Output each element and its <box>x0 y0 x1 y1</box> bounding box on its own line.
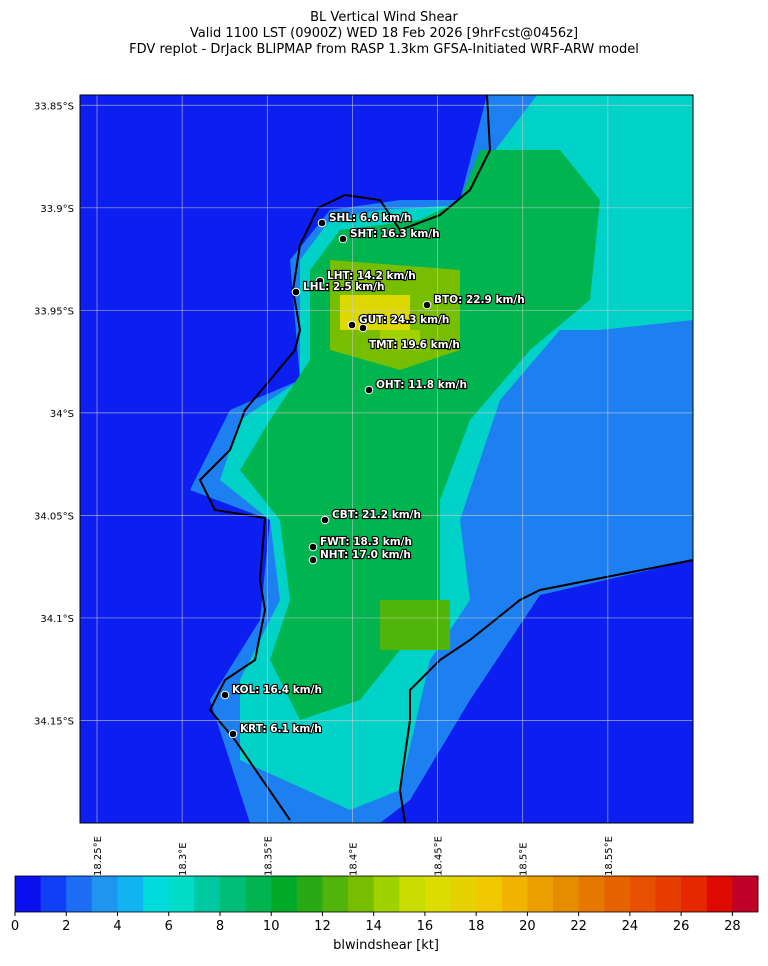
colorbar-tick-label: 8 <box>216 919 224 934</box>
colorbar-tick-label: 6 <box>165 919 173 934</box>
colorbar-swatch <box>450 876 477 912</box>
y-tick-label: 34°S <box>50 409 74 420</box>
colorbar-tick-label: 22 <box>570 919 587 934</box>
colorbar-swatch <box>348 876 375 912</box>
colorbar-tick-label: 28 <box>724 919 741 934</box>
title-line: FDV replot - DrJack BLIPMAP from RASP 1.… <box>129 42 639 57</box>
y-tick-label: 33.85°S <box>34 101 74 112</box>
colorbar-swatch <box>322 876 349 912</box>
colorbar-swatch <box>15 876 42 912</box>
colorbar-swatch <box>655 876 682 912</box>
x-tick-label: 18.25°E <box>93 836 104 876</box>
colorbar-swatch <box>501 876 528 912</box>
colorbar-swatch <box>194 876 221 912</box>
colorbar-swatch <box>91 876 118 912</box>
station-label: OHT: 11.8 km/h <box>376 379 467 391</box>
station-label: FWT: 18.3 km/h <box>320 536 412 548</box>
colorbar-tick-label: 4 <box>113 919 121 934</box>
map-grid <box>80 95 693 823</box>
station-label: SHT: 16.3 km/h <box>350 228 440 240</box>
colorbar-swatch <box>117 876 144 912</box>
station-marker <box>422 300 432 310</box>
colorbar-swatch <box>245 876 272 912</box>
colorbar-swatch <box>271 876 298 912</box>
x-tick-label: 18.35°E <box>263 836 274 876</box>
colorbar-swatch <box>732 876 759 912</box>
station-label: LHT: 14.2 km/h <box>327 270 416 282</box>
colorbar-swatch <box>373 876 400 912</box>
colorbar-tick-label: 10 <box>263 919 280 934</box>
station-label: KOL: 16.4 km/h <box>232 684 322 696</box>
colorbar-swatch <box>66 876 93 912</box>
colorbar-swatch <box>399 876 426 912</box>
colorbar-swatch <box>706 876 733 912</box>
x-tick-label: 18.4°E <box>348 842 359 876</box>
y-tick-label: 34.05°S <box>34 511 74 522</box>
colorbar-frame <box>14 875 759 913</box>
colorbar-tick-label: 12 <box>314 919 331 934</box>
station-marker <box>308 555 318 565</box>
station-label: GUT: 24.3 km/h <box>359 314 449 326</box>
colorbar-swatch <box>553 876 580 912</box>
station-marker <box>358 323 368 333</box>
colorbar-tick-label: 24 <box>622 919 639 934</box>
colorbar-label: blwindshear [kt] <box>333 938 439 953</box>
colorbar-tick-label: 18 <box>468 919 485 934</box>
title-line: BL Vertical Wind Shear <box>310 10 458 25</box>
colorbar-tick-label: 14 <box>365 919 382 934</box>
colorbar-swatch <box>168 876 195 912</box>
colorbar-tick-label: 26 <box>673 919 690 934</box>
station-marker <box>320 515 330 525</box>
station-label: BTO: 22.9 km/h <box>434 294 525 306</box>
station-marker <box>291 287 301 297</box>
colorbar-swatch <box>296 876 323 912</box>
station-marker <box>338 234 348 244</box>
y-tick-label: 34.1°S <box>40 614 74 625</box>
map-frame <box>79 94 694 824</box>
x-tick-label: 18.5°E <box>519 842 530 876</box>
station-label: LHL: 2.5 km/h <box>303 281 385 293</box>
x-tick-label: 18.55°E <box>604 836 615 876</box>
stations: SHL: 6.6 km/h SHT: 16.3 km/h LHT: 14.2 km/… <box>220 211 526 739</box>
station-label: NHT: 17.0 km/h <box>320 549 411 561</box>
colorbar-swatch <box>604 876 631 912</box>
colorbar-swatch <box>143 876 170 912</box>
station-label: SHL: 6.6 km/h <box>329 212 411 224</box>
y-tick-label: 34.15°S <box>34 716 74 727</box>
colorbar-swatch <box>578 876 605 912</box>
colorbar-tick-label: 16 <box>417 919 434 934</box>
station-label: TMT: 19.6 km/h <box>369 339 460 351</box>
colorbar-swatch <box>629 876 657 912</box>
title-line: Valid 1100 LST (0900Z) WED 18 Feb 2026 [… <box>190 26 578 41</box>
colorbar-swatch <box>681 876 708 912</box>
colorbar-tick-label: 20 <box>519 919 536 934</box>
station-label: KRT: 6.1 km/h <box>240 723 322 735</box>
y-tick-label: 33.9°S <box>40 204 74 215</box>
x-tick-label: 18.3°E <box>178 842 189 876</box>
colorbar-swatch <box>476 876 503 912</box>
colorbar-swatch <box>527 876 554 912</box>
station-marker <box>220 690 230 700</box>
colorbar-swatch <box>219 876 247 912</box>
station-marker <box>228 729 238 739</box>
station-marker <box>315 276 325 286</box>
station-marker <box>347 320 357 330</box>
y-tick-label: 33.95°S <box>34 306 74 317</box>
colorbar-tick-label: 2 <box>62 919 70 934</box>
colorbar-swatch <box>424 876 452 912</box>
station-label: CBT: 21.2 km/h <box>332 509 421 521</box>
colorbar-tick-label: 0 <box>11 919 19 934</box>
map-raster <box>80 95 693 823</box>
station-marker <box>317 218 327 228</box>
x-tick-label: 18.45°E <box>434 836 445 876</box>
station-marker <box>308 542 318 552</box>
station-marker <box>364 385 374 395</box>
colorbar-swatch <box>40 876 67 912</box>
